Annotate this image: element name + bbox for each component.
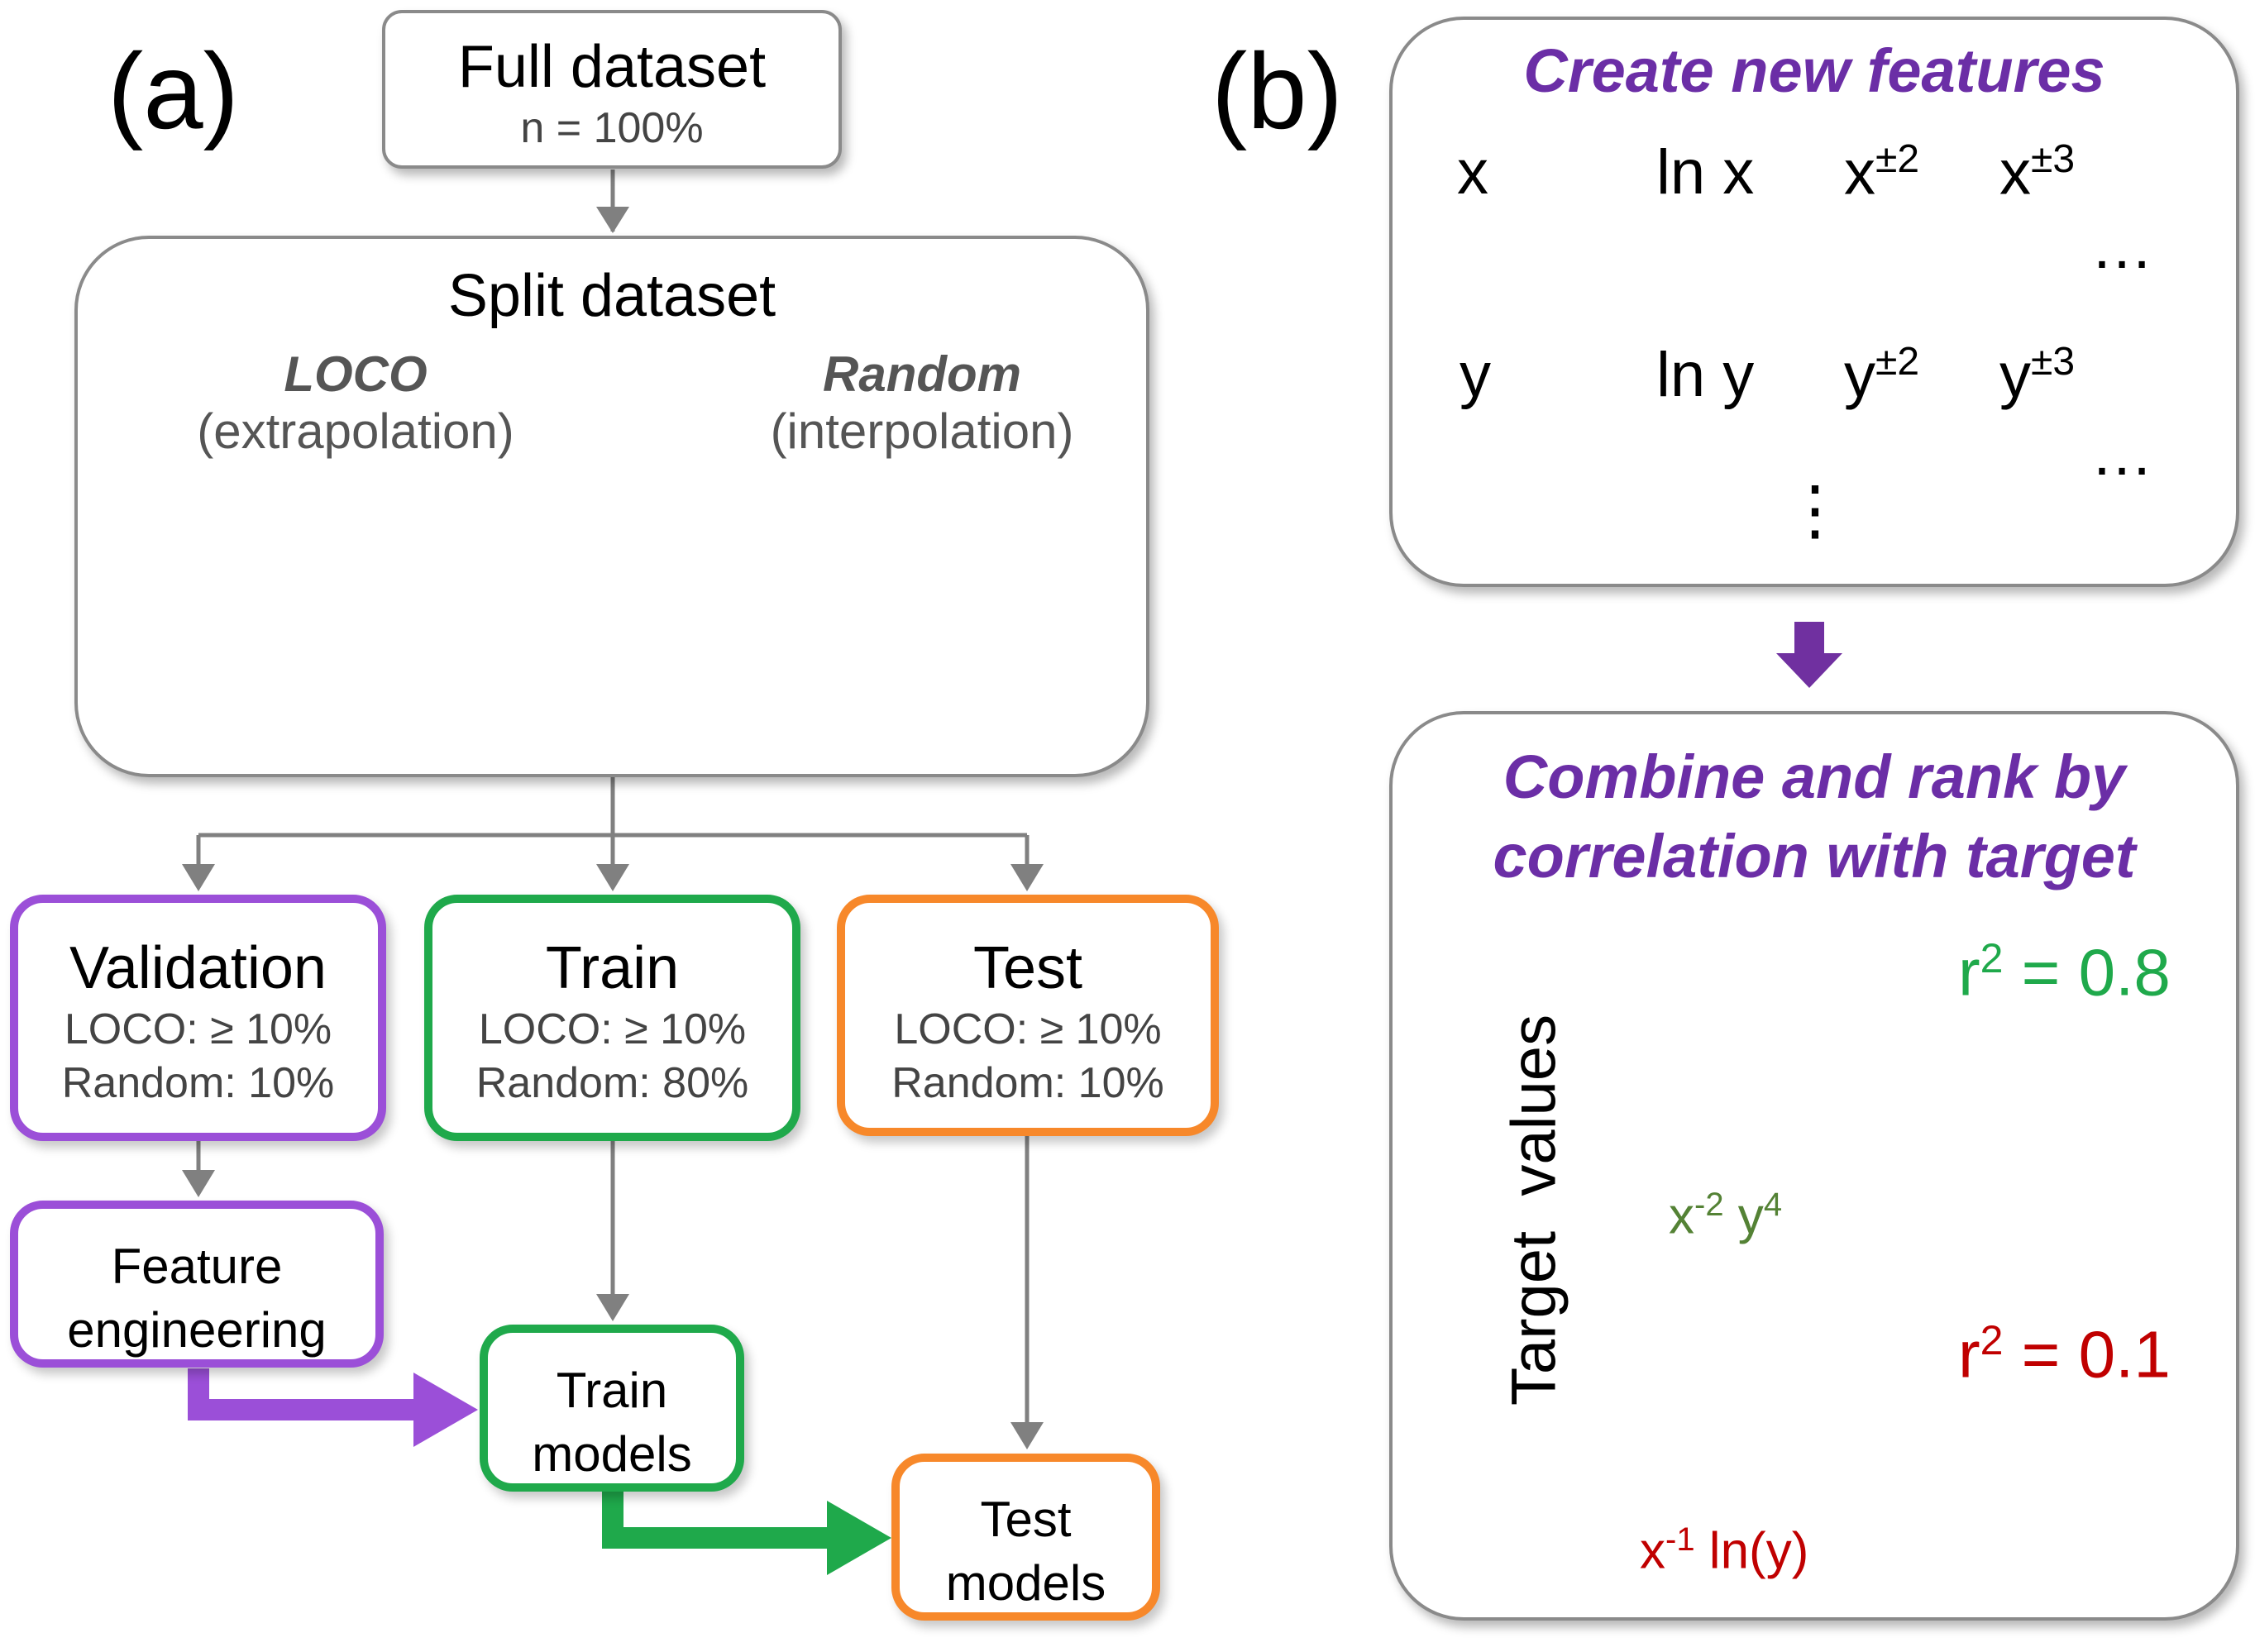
loco-label: LOCO (extrapolation) bbox=[182, 346, 529, 460]
feature-vdots: ⋮ bbox=[1782, 473, 1848, 547]
random-label: Random (interpolation) bbox=[744, 346, 1100, 460]
train-models-box: Train models bbox=[480, 1325, 744, 1492]
arrowhead-to-test bbox=[1010, 864, 1044, 891]
arrowhead-test-to-testmodels bbox=[1010, 1422, 1044, 1449]
plot-bad-xlabel-a: x bbox=[1640, 1522, 1665, 1580]
plot-bad-r2-sup: 2 bbox=[1980, 1317, 2004, 1363]
random-name: Random bbox=[823, 346, 1021, 402]
train-loco: LOCO: ≥ 10% bbox=[478, 1005, 747, 1053]
validation-title: Validation bbox=[69, 935, 327, 1001]
plot-bad-xlabel-c: ln(y) bbox=[1694, 1522, 1809, 1580]
feature-x-pow2-base: x bbox=[1844, 137, 1875, 208]
validation-box: Validation LOCO: ≥ 10% Random: 10% bbox=[10, 895, 386, 1141]
plot-good-xlabel-c: y bbox=[1723, 1187, 1764, 1245]
test-models-line2: models bbox=[945, 1554, 1106, 1611]
feature-y-pow2-exp: ±2 bbox=[1875, 340, 1920, 384]
panel-b-label: (b) bbox=[1211, 31, 1343, 151]
feature-x-pow3: x±3 bbox=[1999, 136, 2075, 208]
validation-loco: LOCO: ≥ 10% bbox=[64, 1005, 332, 1053]
arrowhead-to-validation bbox=[182, 864, 215, 891]
plot-good-xlabel-b: -2 bbox=[1694, 1186, 1724, 1223]
feature-y-pow3: y±3 bbox=[1999, 339, 2075, 411]
plot-bad-xlabel-b: -1 bbox=[1665, 1521, 1695, 1558]
train-title: Train bbox=[545, 935, 680, 1001]
plot-bad-r2-value: = 0.1 bbox=[2003, 1317, 2171, 1392]
plot-good-r2-value: = 0.8 bbox=[2003, 935, 2171, 1010]
feature-x: x bbox=[1457, 137, 1488, 208]
split-dataset-title: Split dataset bbox=[447, 263, 776, 329]
plot-bad-r2: r2 = 0.1 bbox=[1958, 1316, 2171, 1393]
train-box: Train LOCO: ≥ 10% Random: 80% bbox=[424, 895, 800, 1141]
plot-good-r2-sup: 2 bbox=[1980, 935, 2004, 981]
test-models-line1: Test bbox=[980, 1492, 1072, 1547]
plot-bad-r2-r: r bbox=[1958, 1317, 1980, 1392]
feature-y-pow2: y±2 bbox=[1844, 339, 1919, 411]
feature-ln-y: ln y bbox=[1656, 340, 1755, 410]
arrowhead-train-to-trainmodels bbox=[596, 1294, 629, 1321]
full-dataset-title: Full dataset bbox=[457, 34, 767, 100]
plot-good-xlabel-d: 4 bbox=[1763, 1186, 1783, 1223]
feature-y-pow3-exp: ±3 bbox=[2031, 340, 2076, 384]
split-dataset-box: Split dataset bbox=[74, 236, 1149, 777]
full-dataset-subtitle: n = 100% bbox=[520, 103, 704, 152]
combine-title-line1: Combine and rank by bbox=[1503, 742, 2126, 811]
create-features-box: Create new features bbox=[1389, 17, 2239, 587]
feature-x-more: … bbox=[2090, 212, 2153, 282]
purple-arrowhead bbox=[413, 1373, 478, 1447]
arrowhead-to-train bbox=[596, 864, 629, 891]
test-loco: LOCO: ≥ 10% bbox=[894, 1005, 1162, 1053]
green-arrow-trainmodels-to-testmodels bbox=[602, 1488, 843, 1549]
feature-engineering-box: Feature engineering bbox=[10, 1201, 384, 1368]
plot-good-xlabel: x-2 y4 bbox=[1669, 1186, 1782, 1246]
plot-good-r2: r2 = 0.8 bbox=[1958, 934, 2171, 1011]
panel-a-label: (a) bbox=[107, 31, 239, 151]
feature-y-pow3-base: y bbox=[1999, 340, 2031, 411]
random-desc: (interpolation) bbox=[770, 403, 1074, 459]
loco-name: LOCO bbox=[284, 346, 428, 402]
train-random: Random: 80% bbox=[475, 1058, 749, 1107]
test-models-box: Test models bbox=[891, 1454, 1160, 1621]
feature-engineering-line1: Feature bbox=[111, 1239, 283, 1294]
target-values-label: Target values bbox=[1498, 1014, 1569, 1406]
purple-arrow-down bbox=[1776, 622, 1842, 688]
plot-bad-xlabel: x-1 ln(y) bbox=[1640, 1521, 1808, 1581]
combine-rank-box: Combine and rank by correlation with tar… bbox=[1389, 711, 2239, 1621]
feature-x-pow3-exp: ±3 bbox=[2031, 137, 2076, 181]
test-box: Test LOCO: ≥ 10% Random: 10% bbox=[837, 895, 1219, 1136]
plot-good-r2-r: r bbox=[1958, 935, 1980, 1010]
feature-y: y bbox=[1460, 340, 1491, 410]
test-title: Test bbox=[972, 935, 1083, 1001]
create-features-title: Create new features bbox=[1523, 36, 2105, 105]
combine-title-line2: correlation with target bbox=[1493, 822, 2136, 891]
feature-x-pow2: x±2 bbox=[1844, 136, 1919, 208]
green-arrowhead bbox=[827, 1501, 891, 1575]
loco-desc: (extrapolation) bbox=[197, 403, 514, 459]
feature-y-more: … bbox=[2090, 418, 2153, 489]
arrowhead-validation-to-feature bbox=[182, 1170, 215, 1197]
feature-engineering-line2: engineering bbox=[67, 1301, 327, 1358]
arrowhead-full-to-split bbox=[596, 207, 629, 233]
plot-good-xlabel-a: x bbox=[1669, 1187, 1694, 1245]
feature-x-pow3-base: x bbox=[1999, 137, 2031, 208]
train-models-line2: models bbox=[532, 1425, 692, 1482]
feature-x-pow2-exp: ±2 bbox=[1875, 137, 1920, 181]
validation-random: Random: 10% bbox=[61, 1058, 335, 1107]
purple-arrow-feature-to-trainmodels bbox=[188, 1368, 430, 1420]
test-random: Random: 10% bbox=[891, 1058, 1164, 1107]
feature-ln-x: ln x bbox=[1656, 137, 1755, 208]
feature-y-pow2-base: y bbox=[1844, 340, 1875, 411]
full-dataset-box: Full dataset n = 100% bbox=[382, 10, 842, 169]
train-models-line1: Train bbox=[556, 1363, 668, 1418]
